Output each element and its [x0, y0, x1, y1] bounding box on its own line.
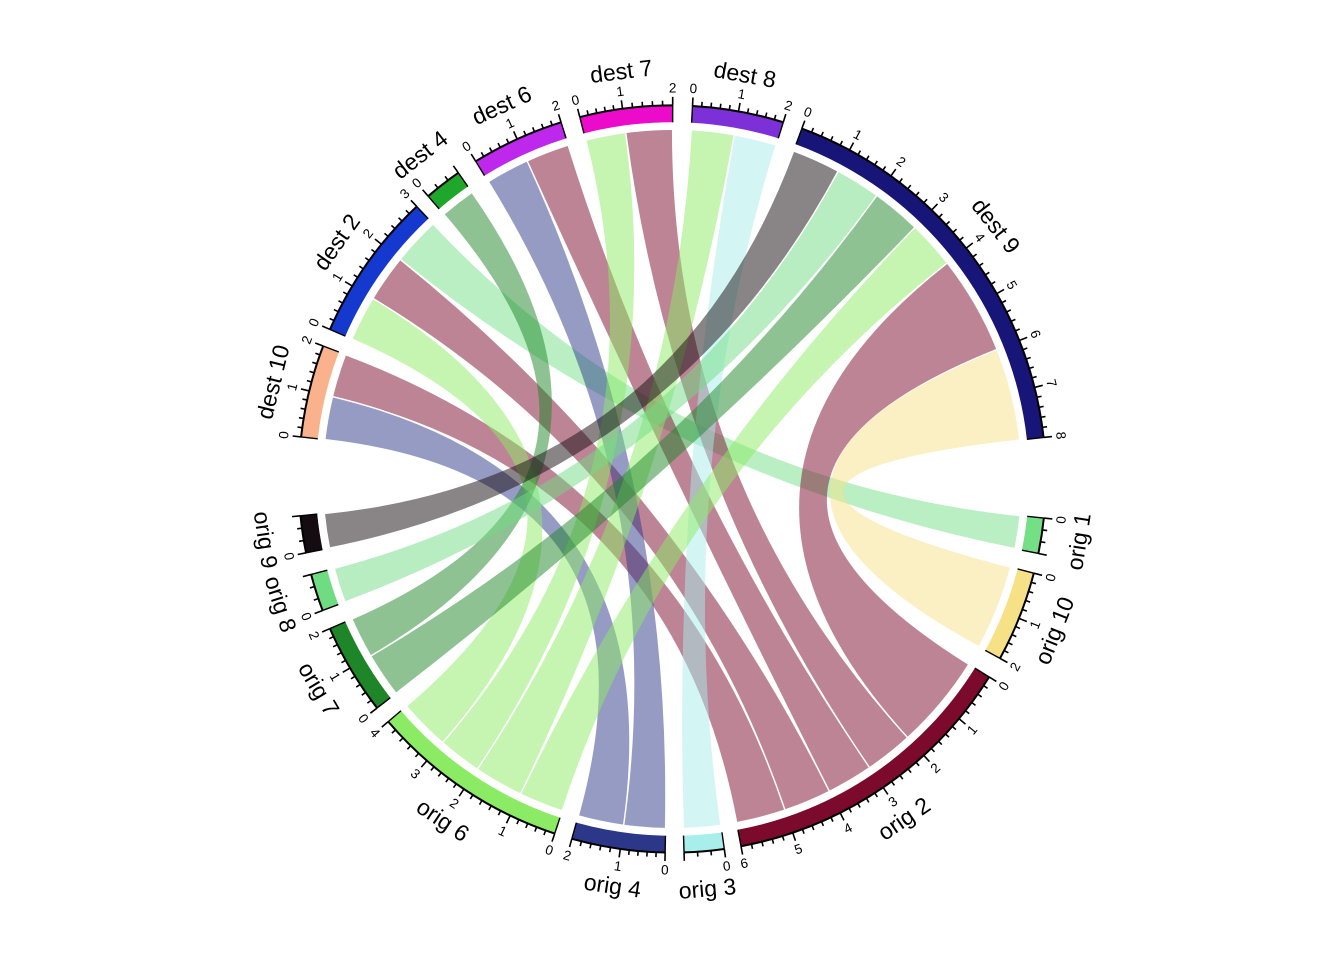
- svg-text:0: 0: [570, 92, 581, 108]
- svg-text:0: 0: [276, 430, 292, 439]
- svg-text:1: 1: [615, 84, 624, 100]
- svg-text:8: 8: [1053, 431, 1069, 440]
- svg-text:orig 3: orig 3: [678, 873, 738, 904]
- svg-text:6: 6: [739, 855, 749, 871]
- svg-text:0: 0: [543, 842, 555, 859]
- svg-text:1: 1: [737, 86, 747, 102]
- svg-text:2: 2: [669, 80, 677, 95]
- svg-text:2: 2: [783, 97, 795, 114]
- svg-text:1: 1: [613, 858, 623, 874]
- svg-text:1: 1: [284, 381, 300, 392]
- svg-text:5: 5: [792, 841, 804, 858]
- svg-text:0: 0: [1042, 572, 1058, 583]
- svg-text:0: 0: [281, 551, 297, 561]
- svg-text:0: 0: [689, 81, 697, 96]
- svg-text:0: 0: [1053, 515, 1069, 524]
- svg-text:0: 0: [722, 858, 732, 874]
- svg-text:7: 7: [1043, 378, 1059, 389]
- svg-text:2: 2: [550, 97, 562, 114]
- svg-text:0: 0: [661, 862, 669, 877]
- svg-text:2: 2: [562, 847, 573, 863]
